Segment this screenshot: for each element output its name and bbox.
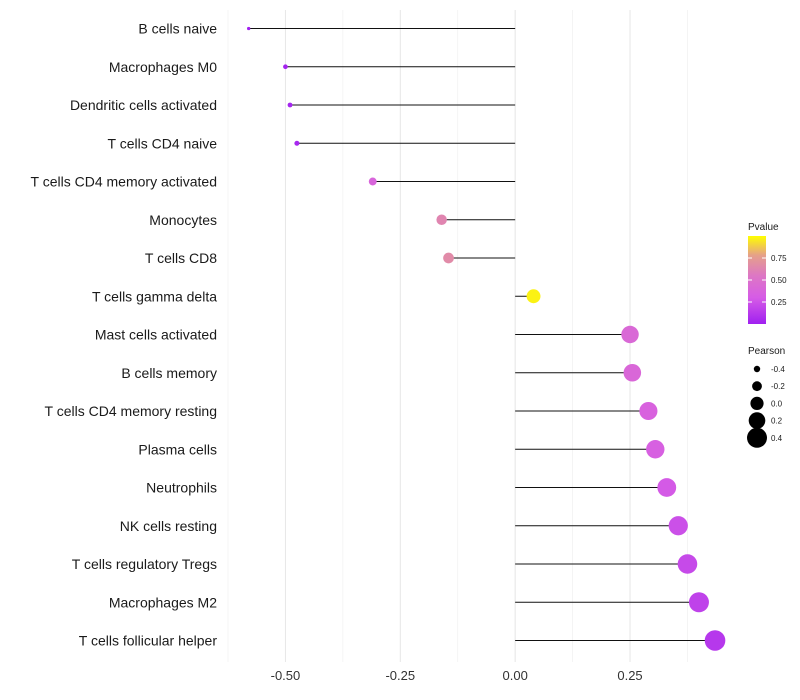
pearson-legend-title: Pearson xyxy=(748,346,785,357)
category-label: Monocytes xyxy=(149,212,217,228)
lollipop-point xyxy=(646,440,665,459)
pvalue-colorbar xyxy=(748,236,766,324)
lollipop-point xyxy=(283,64,288,70)
lollipop-point xyxy=(688,592,709,613)
category-label: T cells CD8 xyxy=(145,250,217,266)
category-label: Macrophages M0 xyxy=(109,59,217,75)
lollipop-point xyxy=(623,363,642,382)
category-label: Plasma cells xyxy=(138,441,217,457)
lollipop-point xyxy=(436,214,447,225)
x-tick-label: -0.50 xyxy=(271,668,301,683)
lollipop-point xyxy=(287,102,293,108)
lollipop-point xyxy=(639,401,658,421)
pvalue-tick-label: 0.25 xyxy=(771,298,787,307)
category-labels: B cells naive Macrophages M0 Dendritic cel… xyxy=(31,21,218,649)
lollipop-point xyxy=(294,140,300,146)
lollipop-point xyxy=(368,177,377,186)
pearson-legend-dot xyxy=(750,396,764,410)
pvalue-legend-title: Pvalue xyxy=(748,222,779,233)
lollipop-point xyxy=(704,630,726,651)
lollipop-point xyxy=(677,554,698,574)
category-label: T cells CD4 memory resting xyxy=(45,403,217,419)
pearson-legend-dot xyxy=(747,427,767,448)
pearson-legend-dot xyxy=(752,381,762,392)
pearson-legend: Pearson -0.4 -0.2 0.0 0.2 0.4 xyxy=(747,346,785,448)
grid xyxy=(227,10,688,662)
pvalue-tick-label: 0.75 xyxy=(771,254,787,263)
category-label: B cells memory xyxy=(121,365,217,381)
category-label: Macrophages M2 xyxy=(109,594,217,610)
x-tick-label: 0.00 xyxy=(503,668,528,683)
category-label: Mast cells activated xyxy=(95,327,217,343)
pearson-legend-label: -0.4 xyxy=(771,365,785,374)
category-label: Neutrophils xyxy=(146,480,217,496)
x-tick-label: 0.25 xyxy=(617,668,642,683)
x-tick-label: -0.25 xyxy=(385,668,415,683)
lollipop-point xyxy=(526,289,541,304)
pearson-legend-dot xyxy=(753,365,761,373)
lollipop-point xyxy=(621,325,639,344)
points xyxy=(247,26,726,651)
pearson-legend-label: 0.4 xyxy=(771,434,783,443)
x-axis-ticks: -0.50 -0.25 0.00 0.25 xyxy=(271,668,643,683)
pearson-legend-dot xyxy=(748,412,766,429)
lollipop-point xyxy=(247,26,251,31)
category-label: T cells CD4 memory activated xyxy=(31,174,217,190)
category-label: T cells regulatory Tregs xyxy=(72,556,217,572)
pvalue-tick-label: 0.50 xyxy=(771,276,787,285)
pvalue-legend: Pvalue 0.25 0.50 0.75 xyxy=(748,222,787,324)
lollipop-point xyxy=(668,516,688,536)
category-label: NK cells resting xyxy=(120,518,217,534)
category-label: B cells naive xyxy=(138,21,217,37)
pearson-legend-label: -0.2 xyxy=(771,382,785,391)
category-label: T cells gamma delta xyxy=(92,288,217,304)
category-label: T cells follicular helper xyxy=(79,633,218,649)
category-label: Dendritic cells activated xyxy=(70,97,217,113)
lollipop-point xyxy=(657,478,677,497)
pearson-legend-label: 0.2 xyxy=(771,417,783,426)
pearson-legend-label: 0.0 xyxy=(771,399,783,408)
category-label: T cells CD4 naive xyxy=(108,135,218,151)
lollipop-point xyxy=(443,252,454,264)
stems xyxy=(248,28,716,641)
